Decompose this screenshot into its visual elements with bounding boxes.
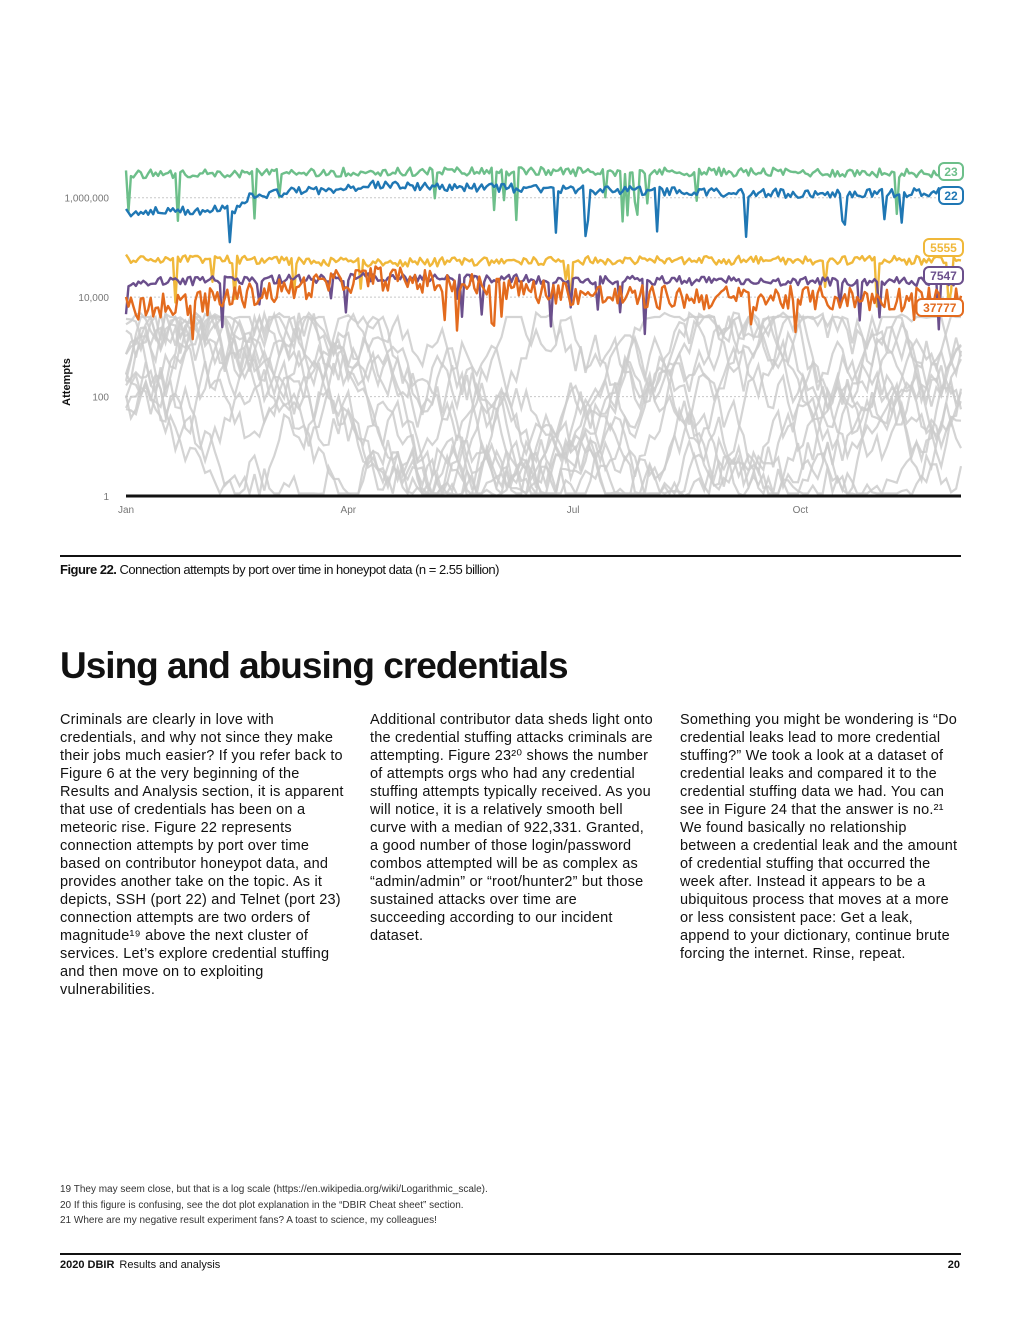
section-heading: Using and abusing credentials	[60, 645, 569, 686]
x-tick-label: Oct	[793, 505, 809, 516]
series-badge-port-37777	[915, 298, 964, 317]
background-port-series	[124, 311, 961, 425]
footer-section: Results and analysis	[119, 1259, 221, 1271]
figure-label: Figure 22.	[60, 562, 117, 577]
footnote-20: 20 If this figure is confusing, see the …	[60, 1199, 464, 1211]
x-tick-label: Apr	[341, 505, 357, 516]
caption-rule	[60, 555, 961, 557]
background-port-series	[125, 315, 963, 497]
series-line-port-23	[124, 165, 962, 223]
series-label-port-37777: 37777	[923, 301, 957, 315]
port-attempts-chart: 1 100 10,000 1,000,000 Jan Apr Jul Oct Attempts 2…	[61, 162, 964, 516]
series-line-port-22	[125, 179, 963, 244]
y-tick-label: 10,000	[78, 293, 109, 304]
footer-brand: 2020 DBIR	[60, 1259, 115, 1271]
background-port-series	[125, 312, 962, 497]
figure-caption: Figure 22. Connection attempts by port o…	[60, 562, 499, 577]
series-badge-port-5555	[923, 238, 964, 257]
series-label-port-22: 22	[944, 189, 958, 203]
y-tick-label: 1	[103, 492, 109, 503]
x-tick-label: Jan	[118, 505, 134, 516]
body-paragraph-2: Additional contributor data sheds light …	[370, 712, 653, 944]
y-tick-label: 100	[92, 393, 109, 404]
x-tick-label: Jul	[567, 505, 580, 516]
series-badge-port-7547	[923, 266, 964, 285]
background-port-series	[124, 311, 962, 495]
body-paragraph-3: Something you might be wondering is “Do …	[680, 712, 958, 962]
y-axis-label: Attempts	[61, 358, 73, 406]
page-footer: 2020 DBIR Results and analysis	[60, 1259, 220, 1271]
body-column-3: Something you might be wondering is “Do …	[680, 711, 965, 963]
y-tick-label: 1,000,000	[65, 194, 110, 205]
series-label-port-7547: 7547	[930, 269, 957, 283]
series-label-port-5555: 5555	[930, 241, 957, 255]
series-badge-port-23	[938, 162, 964, 181]
background-port-series	[124, 309, 963, 496]
body-column-2: Additional contributor data sheds light …	[370, 711, 655, 945]
footer-rule	[60, 1253, 961, 1255]
footnote-19: 19 They may seem close, but that is a lo…	[60, 1184, 488, 1195]
series-label-port-23: 23	[944, 165, 958, 179]
page-number: 20	[947, 1259, 960, 1271]
series-line-port-5555	[125, 253, 962, 308]
footnotes: 19 They may seem close, but that is a lo…	[60, 1182, 488, 1229]
body-column-1: Criminals are clearly in love with crede…	[60, 711, 345, 999]
series-badge-port-22	[938, 186, 964, 205]
figure-caption-text: Connection attempts by port over time in…	[119, 562, 500, 577]
background-port-series	[125, 311, 963, 498]
footnote-21: 21 Where are my negative result experime…	[60, 1215, 437, 1226]
body-paragraph-1: Criminals are clearly in love with crede…	[60, 712, 344, 998]
series-line-port-37777	[124, 265, 963, 341]
